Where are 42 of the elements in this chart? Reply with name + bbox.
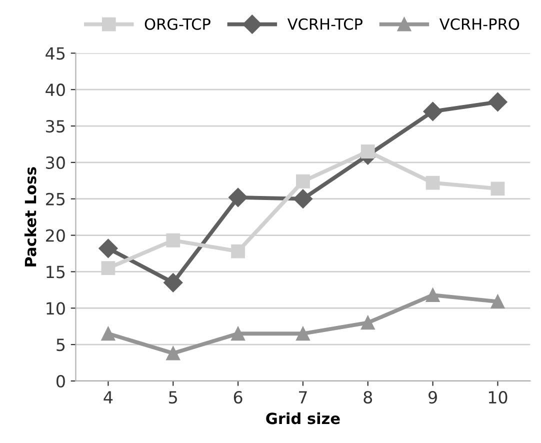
x-axis-title: Grid size: [266, 412, 340, 424]
x-tick-label: 7: [299, 391, 307, 404]
point: [98, 238, 118, 258]
y-tick-label: 45: [46, 47, 65, 60]
point: [166, 346, 180, 360]
y-tick-label: 0: [56, 374, 65, 388]
point: [426, 288, 440, 302]
x-tick-label: 6: [234, 390, 242, 404]
point: [423, 102, 442, 121]
y-tick-label: 25: [46, 192, 65, 206]
point: [296, 174, 310, 188]
legend-label: VCRH-TCP: [287, 18, 362, 30]
legend-label: ORG-TCP: [144, 18, 210, 30]
point: [426, 176, 440, 190]
point: [488, 92, 508, 112]
point: [360, 144, 375, 158]
point: [166, 233, 180, 248]
x-tick-label: 10: [488, 390, 508, 404]
point: [293, 189, 312, 208]
point: [231, 244, 245, 258]
point: [490, 294, 505, 309]
x-tick-label: 9: [428, 390, 437, 404]
point: [296, 326, 310, 341]
point: [164, 273, 183, 292]
point: [101, 326, 116, 341]
point: [490, 182, 505, 196]
y-tick-label: 15: [46, 266, 65, 278]
point: [231, 326, 245, 341]
y-tick-label: 40: [46, 84, 65, 96]
y-tick-label: 20: [46, 229, 65, 242]
point: [101, 261, 116, 276]
y-axis-title: Packet Loss: [24, 167, 36, 266]
x-tick-label: 4: [104, 391, 113, 404]
x-tick-label: 8: [364, 390, 372, 404]
point: [228, 188, 248, 207]
point: [360, 316, 375, 330]
legend-label: VCRH-PRO: [439, 18, 520, 30]
y-tick-label: 5: [56, 338, 65, 352]
y-tick-label: 10: [46, 302, 65, 315]
y-tick-label: 35: [46, 120, 65, 133]
y-tick-label: 30: [46, 156, 65, 169]
x-tick-label: 5: [169, 391, 177, 404]
